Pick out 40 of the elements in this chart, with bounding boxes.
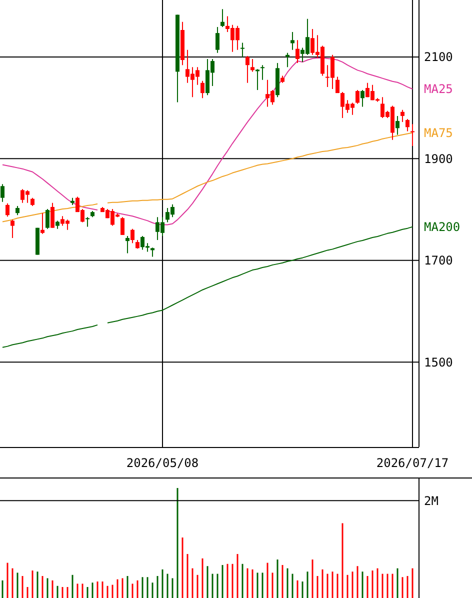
series-label: MA25	[424, 82, 453, 96]
x-tick-label: 2026/05/08	[126, 456, 199, 470]
x-tick-label: 2026/07/17	[376, 456, 449, 470]
y-tick-label: 1700	[424, 254, 453, 268]
y-tick-label: 1500	[424, 355, 453, 370]
candlestick	[0, 184, 4, 202]
series-label: MA200	[424, 220, 460, 234]
y-tick-label: 2100	[424, 50, 453, 64]
candlestick	[400, 109, 404, 123]
candlestick	[396, 115, 400, 136]
ref-line-label: 2M	[424, 494, 438, 508]
candlestick	[120, 216, 124, 236]
candlestick	[46, 208, 50, 230]
candlestick	[10, 219, 14, 238]
candlestick	[40, 212, 44, 234]
candlestick	[126, 235, 130, 254]
candlestick	[260, 64, 264, 80]
y-tick-label: 1900	[424, 152, 453, 166]
candlestick	[150, 247, 154, 258]
candlestick	[406, 118, 410, 132]
candlestick	[286, 52, 290, 68]
candlestick	[216, 26, 220, 54]
candlestick	[410, 124, 414, 146]
series-label: MA75	[424, 126, 453, 140]
candlestick	[86, 216, 90, 228]
candlestick	[296, 40, 300, 64]
candlestick	[130, 228, 134, 244]
candlestick	[240, 42, 244, 58]
candlestick	[200, 80, 204, 99]
candlestick	[360, 90, 364, 108]
candlestick	[220, 8, 224, 28]
candlestick	[336, 76, 340, 94]
candlestick	[250, 58, 254, 72]
candlestick	[246, 55, 250, 84]
candlestick	[50, 202, 54, 228]
candlestick	[356, 90, 360, 104]
candlestick	[6, 202, 10, 218]
candlestick	[290, 32, 294, 50]
candlestick	[16, 205, 20, 216]
candlestick	[256, 68, 260, 91]
